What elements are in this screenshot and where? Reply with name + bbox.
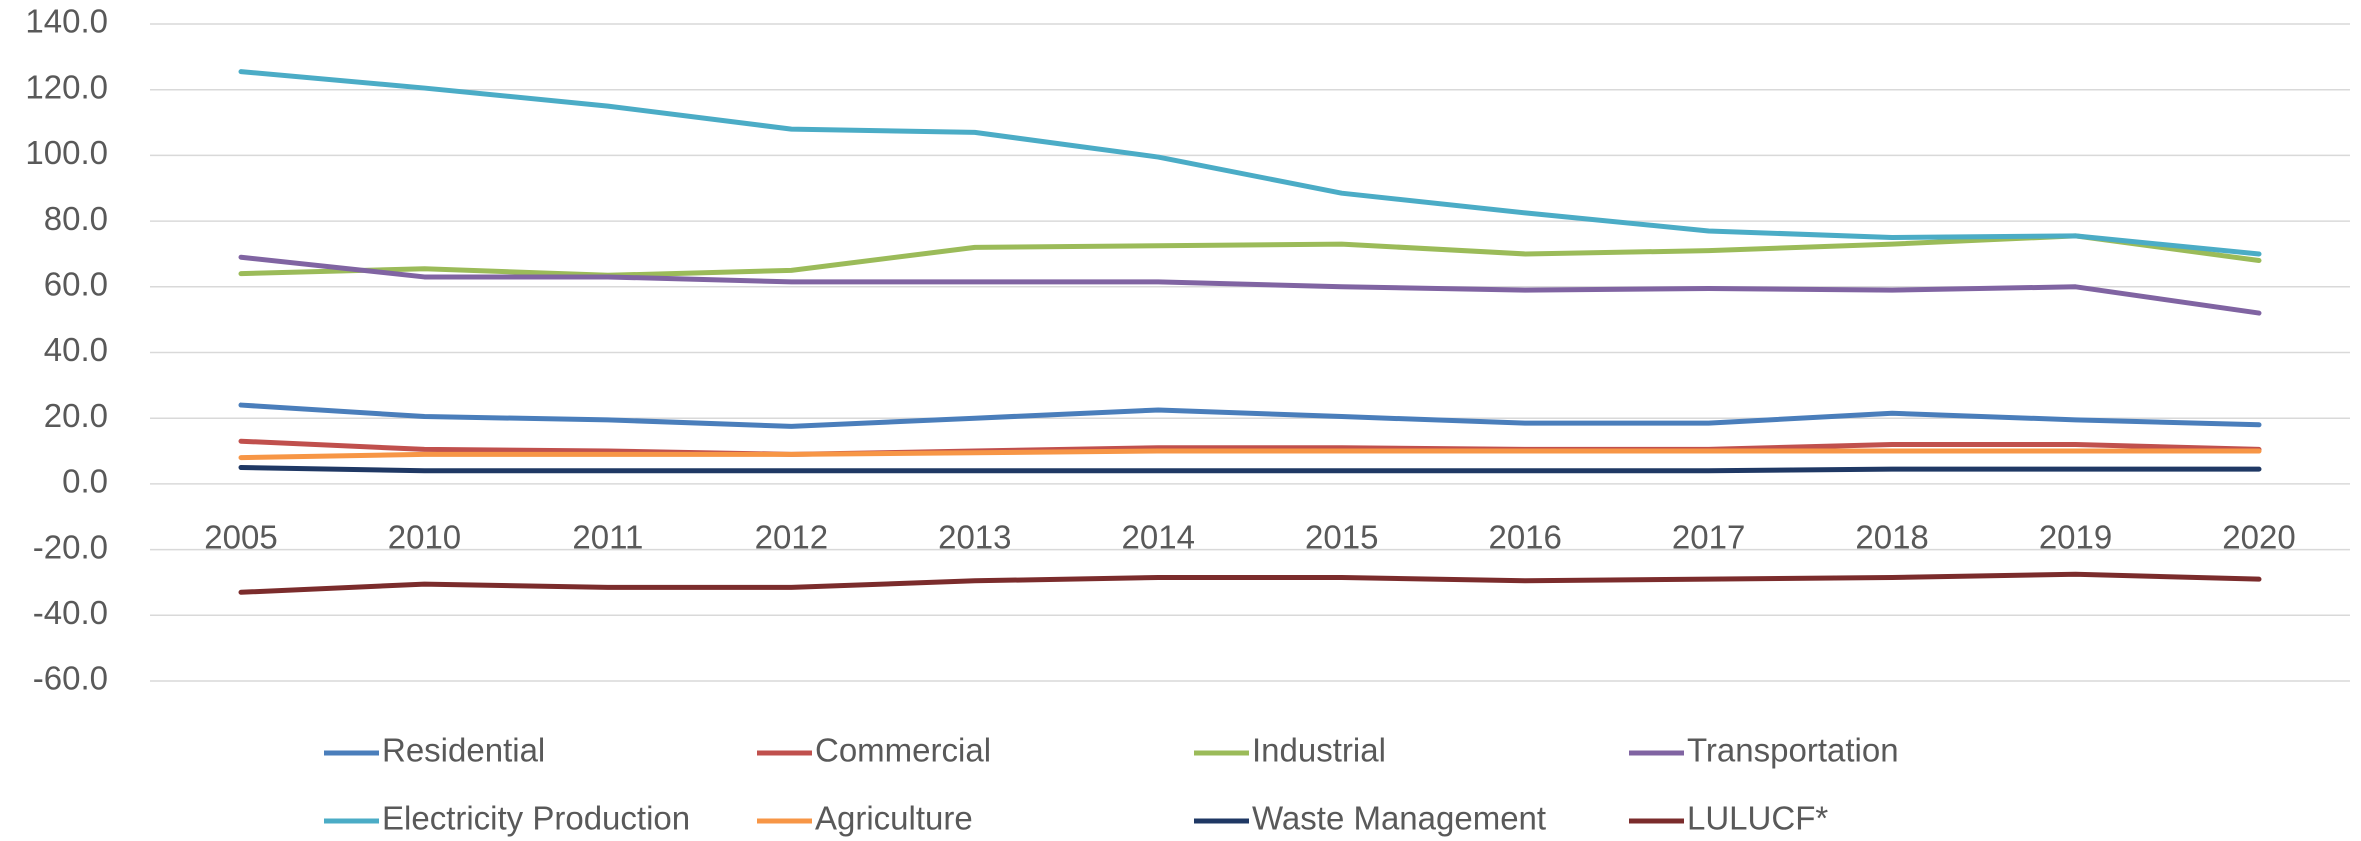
- y-tick-label: 40.0: [44, 331, 108, 368]
- x-tick-label: 2014: [1122, 519, 1195, 556]
- legend-label: Electricity Production: [382, 800, 690, 837]
- legend-label: LULUCF*: [1687, 800, 1828, 837]
- x-tick-label: 2015: [1305, 519, 1378, 556]
- y-tick-label: 60.0: [44, 266, 108, 303]
- series-line: [238, 254, 2262, 316]
- x-tick-label: 2019: [2039, 519, 2112, 556]
- series-line: [238, 233, 2262, 278]
- series-line: [238, 571, 2262, 595]
- x-tick-label: 2012: [755, 519, 828, 556]
- legend-label: Agriculture: [815, 800, 973, 837]
- y-tick-label: -20.0: [33, 528, 108, 565]
- series-line: [238, 438, 2262, 457]
- legend-label: Industrial: [1252, 732, 1386, 769]
- x-tick-label: 2017: [1672, 519, 1745, 556]
- x-tick-label: 2011: [572, 519, 643, 556]
- y-tick-label: -60.0: [33, 660, 108, 697]
- series-line: [238, 69, 2262, 257]
- x-tick-label: 2016: [1488, 519, 1561, 556]
- y-tick-label: 120.0: [25, 68, 108, 105]
- x-tick-label: 2010: [388, 519, 461, 556]
- series-line: [238, 448, 2262, 461]
- legend-label: Waste Management: [1252, 800, 1546, 837]
- y-tick-label: 0.0: [62, 463, 108, 500]
- y-tick-label: 140.0: [25, 3, 108, 40]
- y-tick-label: 100.0: [25, 134, 108, 171]
- x-tick-label: 2020: [2222, 519, 2295, 556]
- x-tick-label: 2018: [1855, 519, 1928, 556]
- y-tick-label: 20.0: [44, 397, 108, 434]
- legend-label: Commercial: [815, 732, 991, 769]
- legend-label: Transportation: [1687, 732, 1899, 769]
- x-tick-label: 2013: [938, 519, 1011, 556]
- series-line: [238, 464, 2262, 474]
- y-tick-label: -40.0: [33, 594, 108, 631]
- legend-label: Residential: [382, 732, 545, 769]
- y-tick-label: 80.0: [44, 200, 108, 237]
- series-line: [238, 402, 2262, 429]
- x-tick-label: 2005: [204, 519, 277, 556]
